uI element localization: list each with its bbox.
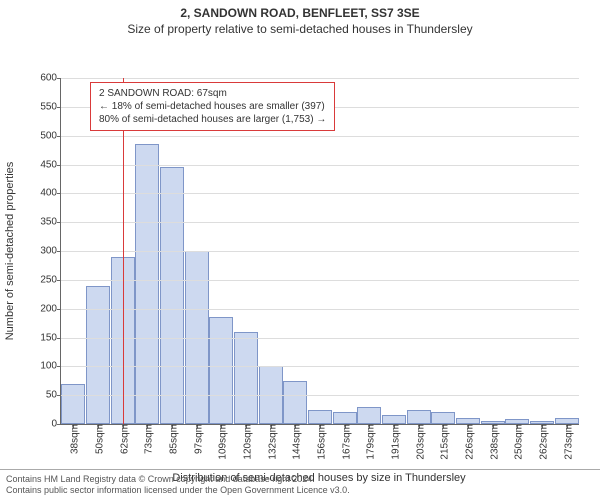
page-title: 2, SANDOWN ROAD, BENFLEET, SS7 3SE [0, 6, 600, 20]
y-tick-label: 200 [40, 303, 61, 314]
grid-line [61, 222, 579, 223]
grid-line [61, 136, 579, 137]
grid-line [61, 395, 579, 396]
y-axis-title: Number of semi-detached properties [4, 162, 16, 341]
x-tick-label: 144sqm [288, 424, 303, 460]
x-tick-label: 273sqm [559, 424, 574, 460]
grid-line [61, 280, 579, 281]
grid-line [61, 165, 579, 166]
y-tick-label: 150 [40, 332, 61, 343]
histogram-bar [209, 317, 233, 424]
x-tick-label: 179sqm [362, 424, 377, 460]
x-tick-label: 109sqm [214, 424, 229, 460]
histogram-bar [61, 384, 85, 424]
attribution-line: Contains HM Land Registry data © Crown c… [6, 474, 594, 485]
histogram-bar [86, 286, 110, 424]
legend-line: 80% of semi-detached houses are larger (… [99, 113, 326, 126]
histogram-bar [234, 332, 258, 424]
y-tick-label: 450 [40, 159, 61, 170]
x-tick-label: 262sqm [535, 424, 550, 460]
histogram-bar [160, 167, 184, 424]
grid-line [61, 78, 579, 79]
y-tick-label: 0 [51, 419, 61, 430]
y-tick-label: 100 [40, 361, 61, 372]
x-tick-label: 203sqm [411, 424, 426, 460]
x-tick-label: 38sqm [66, 424, 81, 454]
x-tick-label: 132sqm [263, 424, 278, 460]
attribution-line: Contains public sector information licen… [6, 485, 594, 496]
y-tick-label: 350 [40, 217, 61, 228]
x-tick-label: 73sqm [140, 424, 155, 454]
y-tick-label: 500 [40, 130, 61, 141]
y-tick-label: 550 [40, 101, 61, 112]
x-tick-label: 215sqm [436, 424, 451, 460]
grid-line [61, 366, 579, 367]
histogram-bar [308, 410, 332, 424]
y-tick-label: 250 [40, 274, 61, 285]
y-tick-label: 400 [40, 188, 61, 199]
page-subtitle: Size of property relative to semi-detach… [0, 22, 600, 36]
x-tick-label: 85sqm [165, 424, 180, 454]
x-tick-label: 156sqm [313, 424, 328, 460]
x-tick-label: 97sqm [189, 424, 204, 454]
histogram-bar [357, 407, 381, 424]
histogram-bar [283, 381, 307, 424]
y-tick-label: 50 [46, 390, 61, 401]
y-tick-label: 300 [40, 246, 61, 257]
histogram-bar [382, 415, 406, 424]
x-tick-label: 191sqm [387, 424, 402, 460]
x-tick-label: 120sqm [239, 424, 254, 460]
x-tick-label: 238sqm [485, 424, 500, 460]
histogram-bar [333, 412, 357, 424]
histogram-bar [407, 410, 431, 424]
x-tick-label: 226sqm [461, 424, 476, 460]
histogram-bar [431, 412, 455, 424]
legend-line: ← 18% of semi-detached houses are smalle… [99, 100, 326, 113]
x-tick-label: 62sqm [115, 424, 130, 454]
legend-box: 2 SANDOWN ROAD: 67sqm← 18% of semi-detac… [90, 82, 335, 131]
grid-line [61, 251, 579, 252]
x-tick-label: 167sqm [337, 424, 352, 460]
histogram-bar [135, 144, 159, 424]
x-tick-label: 50sqm [91, 424, 106, 454]
x-tick-label: 250sqm [510, 424, 525, 460]
legend-line: 2 SANDOWN ROAD: 67sqm [99, 87, 326, 100]
y-tick-label: 600 [40, 73, 61, 84]
grid-line [61, 338, 579, 339]
grid-line [61, 193, 579, 194]
attribution: Contains HM Land Registry data © Crown c… [0, 469, 600, 500]
grid-line [61, 309, 579, 310]
